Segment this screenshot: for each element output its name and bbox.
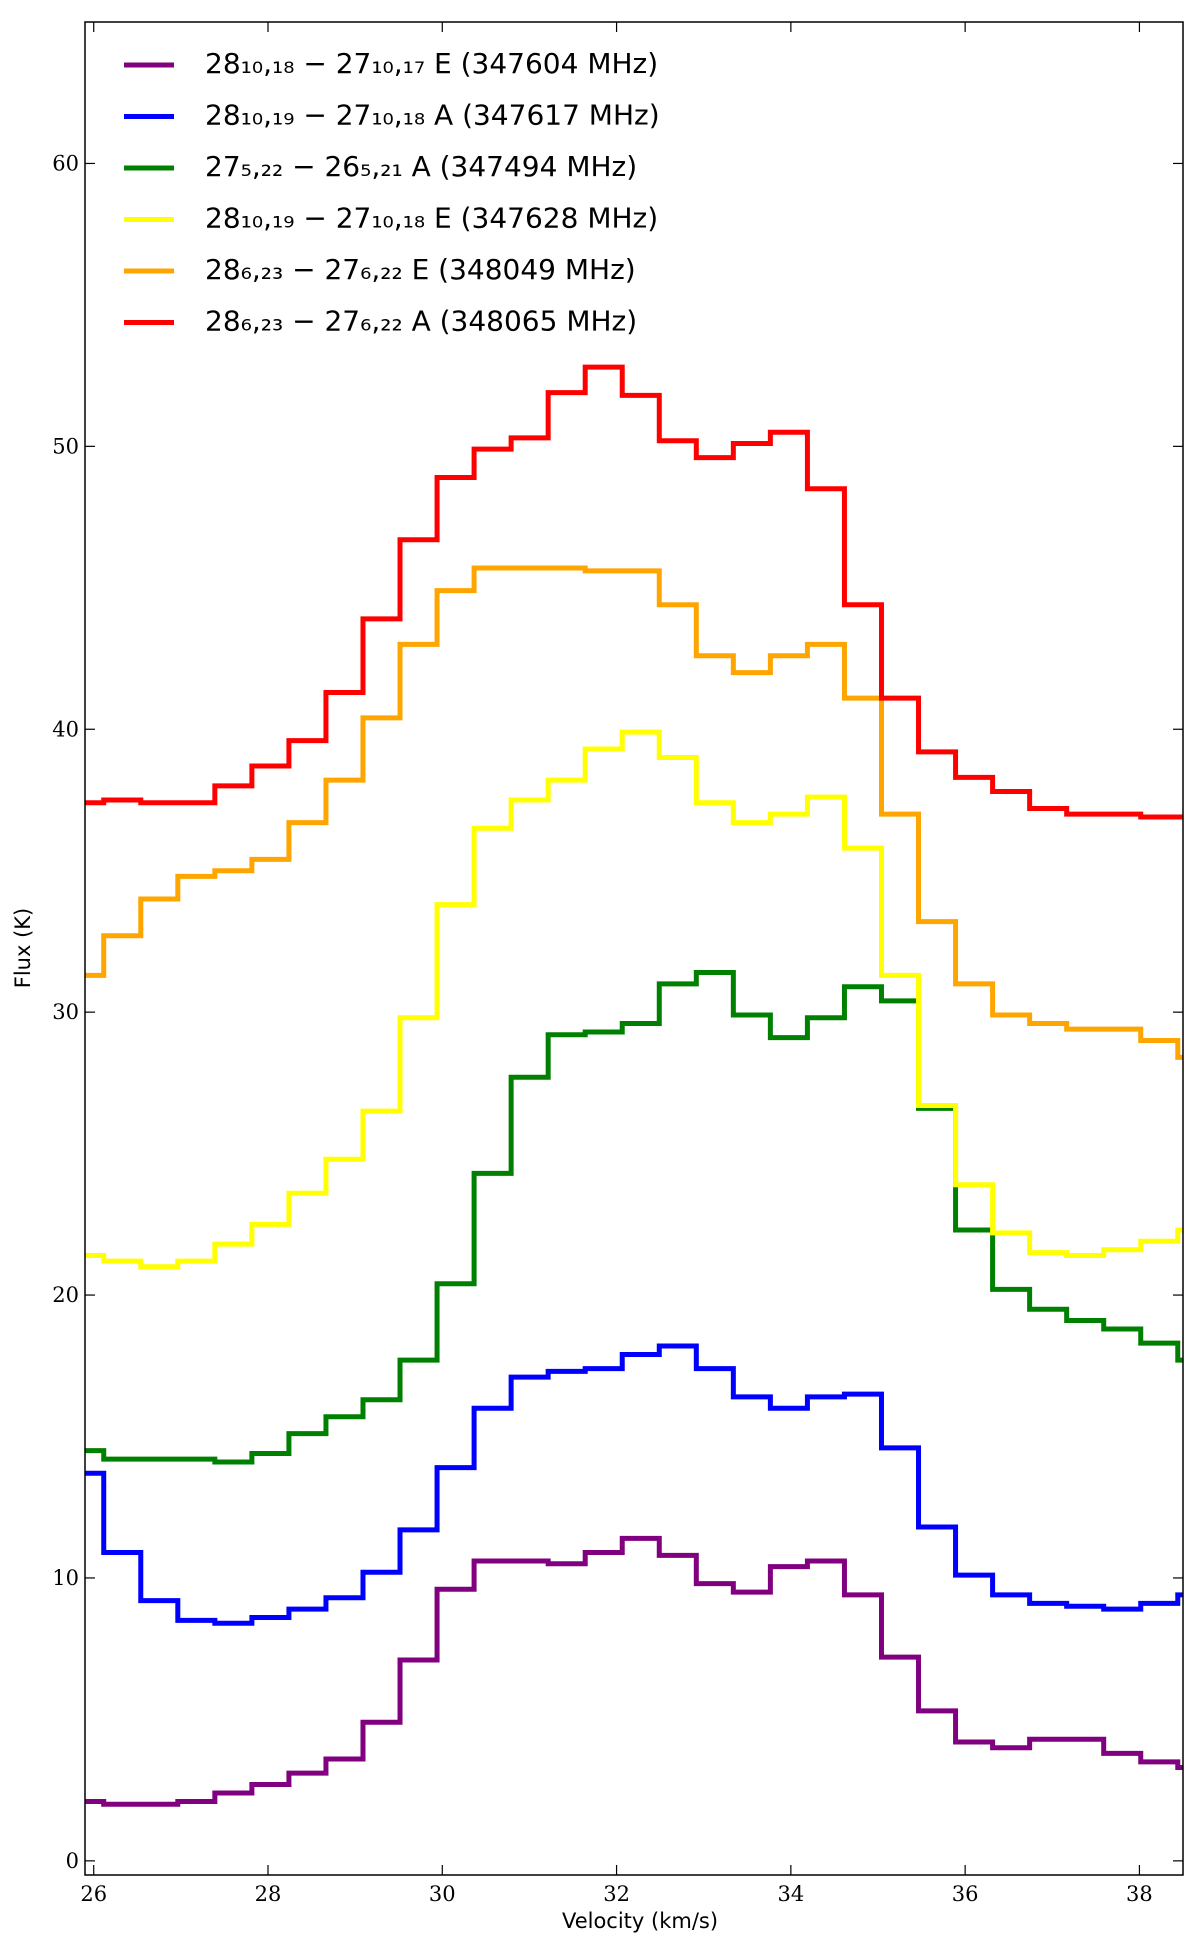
x-tick-label: 28: [255, 1882, 282, 1906]
x-tick-label: 32: [603, 1882, 630, 1906]
x-tick-label: 36: [952, 1882, 979, 1906]
legend-label: 28₁₀,₁₉ − 27₁₀,₁₈ E (347628 MHz): [205, 202, 658, 235]
y-axis-label: Flux (K): [11, 908, 35, 988]
step-line: [85, 729, 1183, 1270]
y-tick-label: 40: [52, 717, 79, 741]
x-tick-label: 30: [429, 1882, 456, 1906]
step-line: [85, 970, 1183, 1465]
step-line: [85, 364, 1183, 820]
x-tick-label: 38: [1126, 1882, 1153, 1906]
step-line: [85, 565, 1183, 1060]
legend-label: 28₆,₂₃ − 27₆,₂₂ E (348049 MHz): [205, 253, 636, 286]
step-line: [85, 1343, 1183, 1626]
y-tick-label: 10: [52, 1566, 79, 1590]
legend-label: 28₁₀,₁₉ − 27₁₀,₁₈ A (347617 MHz): [205, 99, 660, 132]
y-tick-label: 60: [52, 151, 79, 175]
y-tick-label: 0: [66, 1849, 79, 1873]
legend-label: 28₆,₂₃ − 27₆,₂₂ A (348065 MHz): [205, 305, 637, 338]
legend-label: 28₁₀,₁₈ − 27₁₀,₁₇ E (347604 MHz): [205, 47, 658, 80]
plot-lines: [85, 364, 1183, 1807]
y-tick-label: 50: [52, 434, 79, 458]
x-tick-label: 26: [80, 1882, 107, 1906]
x-tick-label: 34: [777, 1882, 804, 1906]
x-axis-label: Velocity (km/s): [562, 1909, 718, 1933]
y-tick-label: 30: [52, 1000, 79, 1024]
legend-label: 27₅,₂₂ − 26₅,₂₁ A (347494 MHz): [205, 150, 637, 183]
step-line: [85, 1535, 1183, 1807]
plot-frame: [84, 21, 1184, 1876]
y-tick-label: 20: [52, 1283, 79, 1307]
